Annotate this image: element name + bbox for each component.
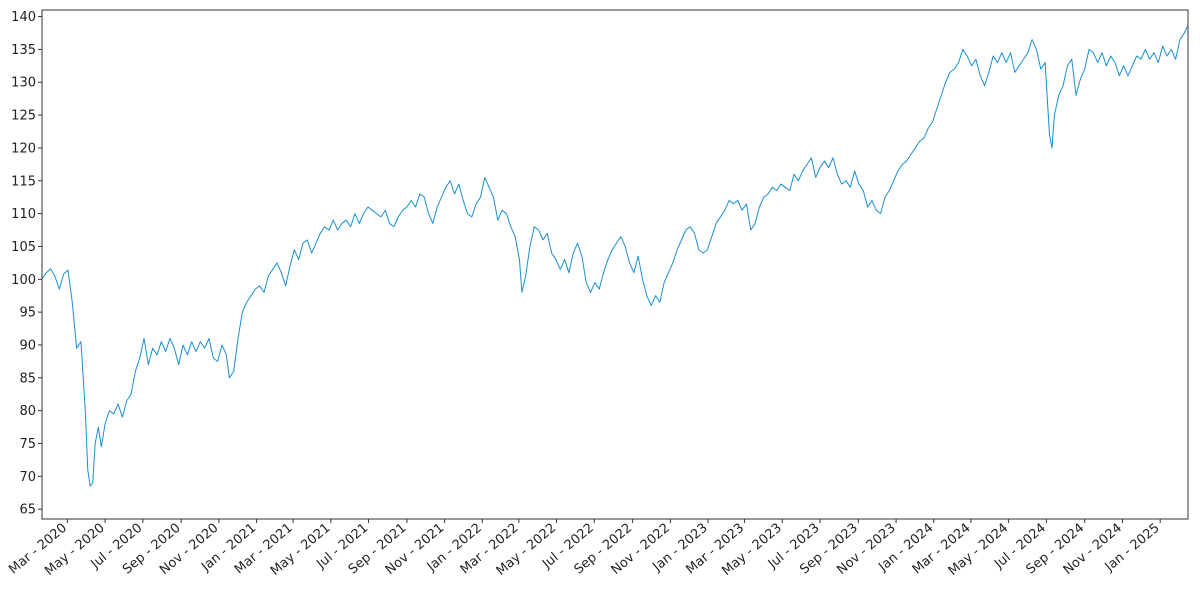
y-tick-label: 105 (11, 240, 36, 255)
y-tick-label: 115 (11, 174, 36, 189)
y-tick-label: 125 (11, 109, 36, 124)
y-tick-label: 120 (11, 141, 36, 156)
series-line (41, 26, 1188, 487)
y-axis: 65 70 75 80 85 90 95 100 105 110 115 120 125 130 135 14… (11, 10, 42, 518)
y-tick-label: 140 (11, 10, 36, 25)
y-tick-label: 70 (19, 470, 36, 485)
y-tick-label: 100 (11, 273, 36, 288)
y-tick-label: 95 (19, 306, 36, 321)
y-tick-label: 75 (19, 437, 36, 452)
y-tick-label: 135 (11, 43, 36, 58)
y-tick-label: 80 (19, 404, 36, 419)
y-tick-label: 110 (11, 207, 36, 222)
plot-frame (41, 9, 1189, 520)
y-tick-label: 130 (11, 76, 36, 91)
y-tick-label: 90 (19, 338, 36, 353)
y-tick-label: 65 (19, 503, 36, 518)
y-tick-label: 85 (19, 371, 36, 386)
